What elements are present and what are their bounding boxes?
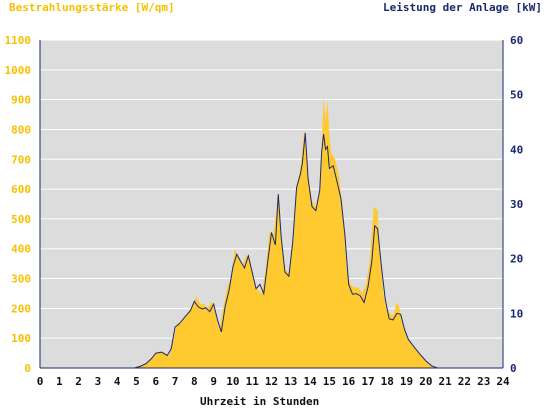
x-tick-label: 3 [95, 375, 102, 388]
x-tick-label: 14 [303, 375, 317, 388]
y-left-tick-label: 1100 [5, 34, 32, 47]
x-tick-label: 15 [323, 375, 336, 388]
right-axis-ticks: 0 10 20 30 40 50 60 [510, 34, 523, 375]
x-tick-label: 5 [133, 375, 140, 388]
x-tick-label: 19 [400, 375, 413, 388]
x-tick-label: 13 [284, 375, 297, 388]
x-tick-label: 0 [37, 375, 44, 388]
axes [39, 40, 504, 369]
chart-title-power: Leistung der Anlage [kW] [383, 1, 542, 14]
y-right-tick-label: 60 [510, 34, 523, 47]
y-left-tick-label: 600 [11, 183, 31, 196]
y-left-tick-label: 400 [11, 243, 31, 256]
y-right-tick-label: 20 [510, 253, 523, 266]
left-axis-ticks: 0 100 200 300 400 500 600 700 800 900 1000 1100 [5, 34, 32, 375]
x-tick-label: 16 [342, 375, 356, 388]
y-left-tick-label: 1000 [5, 64, 32, 77]
x-tick-label: 10 [226, 375, 239, 388]
x-tick-label: 9 [210, 375, 217, 388]
gridlines [40, 39, 503, 369]
chart-title-irradiance: Bestrahlungsstärke [W/qm] [9, 1, 175, 14]
x-tick-label: 12 [265, 375, 278, 388]
irradiance-area-series [40, 96, 503, 369]
y-left-tick-label: 300 [11, 273, 31, 286]
x-tick-label: 4 [114, 375, 121, 388]
x-tick-label: 8 [191, 375, 198, 388]
y-left-tick-label: 700 [11, 153, 31, 166]
x-axis-label: Uhrzeit in Stunden [200, 395, 320, 408]
x-tick-label: 24 [496, 375, 510, 388]
y-right-tick-label: 0 [510, 362, 517, 375]
y-left-tick-label: 200 [11, 302, 31, 315]
y-left-tick-label: 0 [24, 362, 31, 375]
y-left-tick-label: 900 [11, 94, 31, 107]
y-right-tick-label: 50 [510, 89, 523, 102]
y-right-tick-label: 10 [510, 307, 523, 320]
x-axis-ticks: 0 1 2 3 4 5 6 7 8 9 10 11 12 13 14 15 16 17 18 19 20 21 22 23 24 [37, 375, 510, 388]
x-tick-label: 17 [361, 375, 374, 388]
x-tick-label: 23 [477, 375, 490, 388]
x-tick-label: 20 [419, 375, 432, 388]
x-tick-label: 7 [172, 375, 179, 388]
y-left-tick-label: 500 [11, 213, 31, 226]
y-left-tick-label: 100 [11, 332, 31, 345]
x-tick-label: 21 [439, 375, 453, 388]
y-left-tick-label: 800 [11, 123, 31, 136]
y-right-tick-label: 40 [510, 143, 523, 156]
y-right-tick-label: 30 [510, 198, 523, 211]
power-line-series [40, 132, 503, 369]
x-tick-label: 18 [381, 375, 394, 388]
x-tick-label: 1 [56, 375, 63, 388]
x-tick-label: 22 [458, 375, 471, 388]
x-tick-label: 2 [75, 375, 82, 388]
x-tick-label: 11 [246, 375, 260, 388]
x-tick-label: 6 [152, 375, 159, 388]
